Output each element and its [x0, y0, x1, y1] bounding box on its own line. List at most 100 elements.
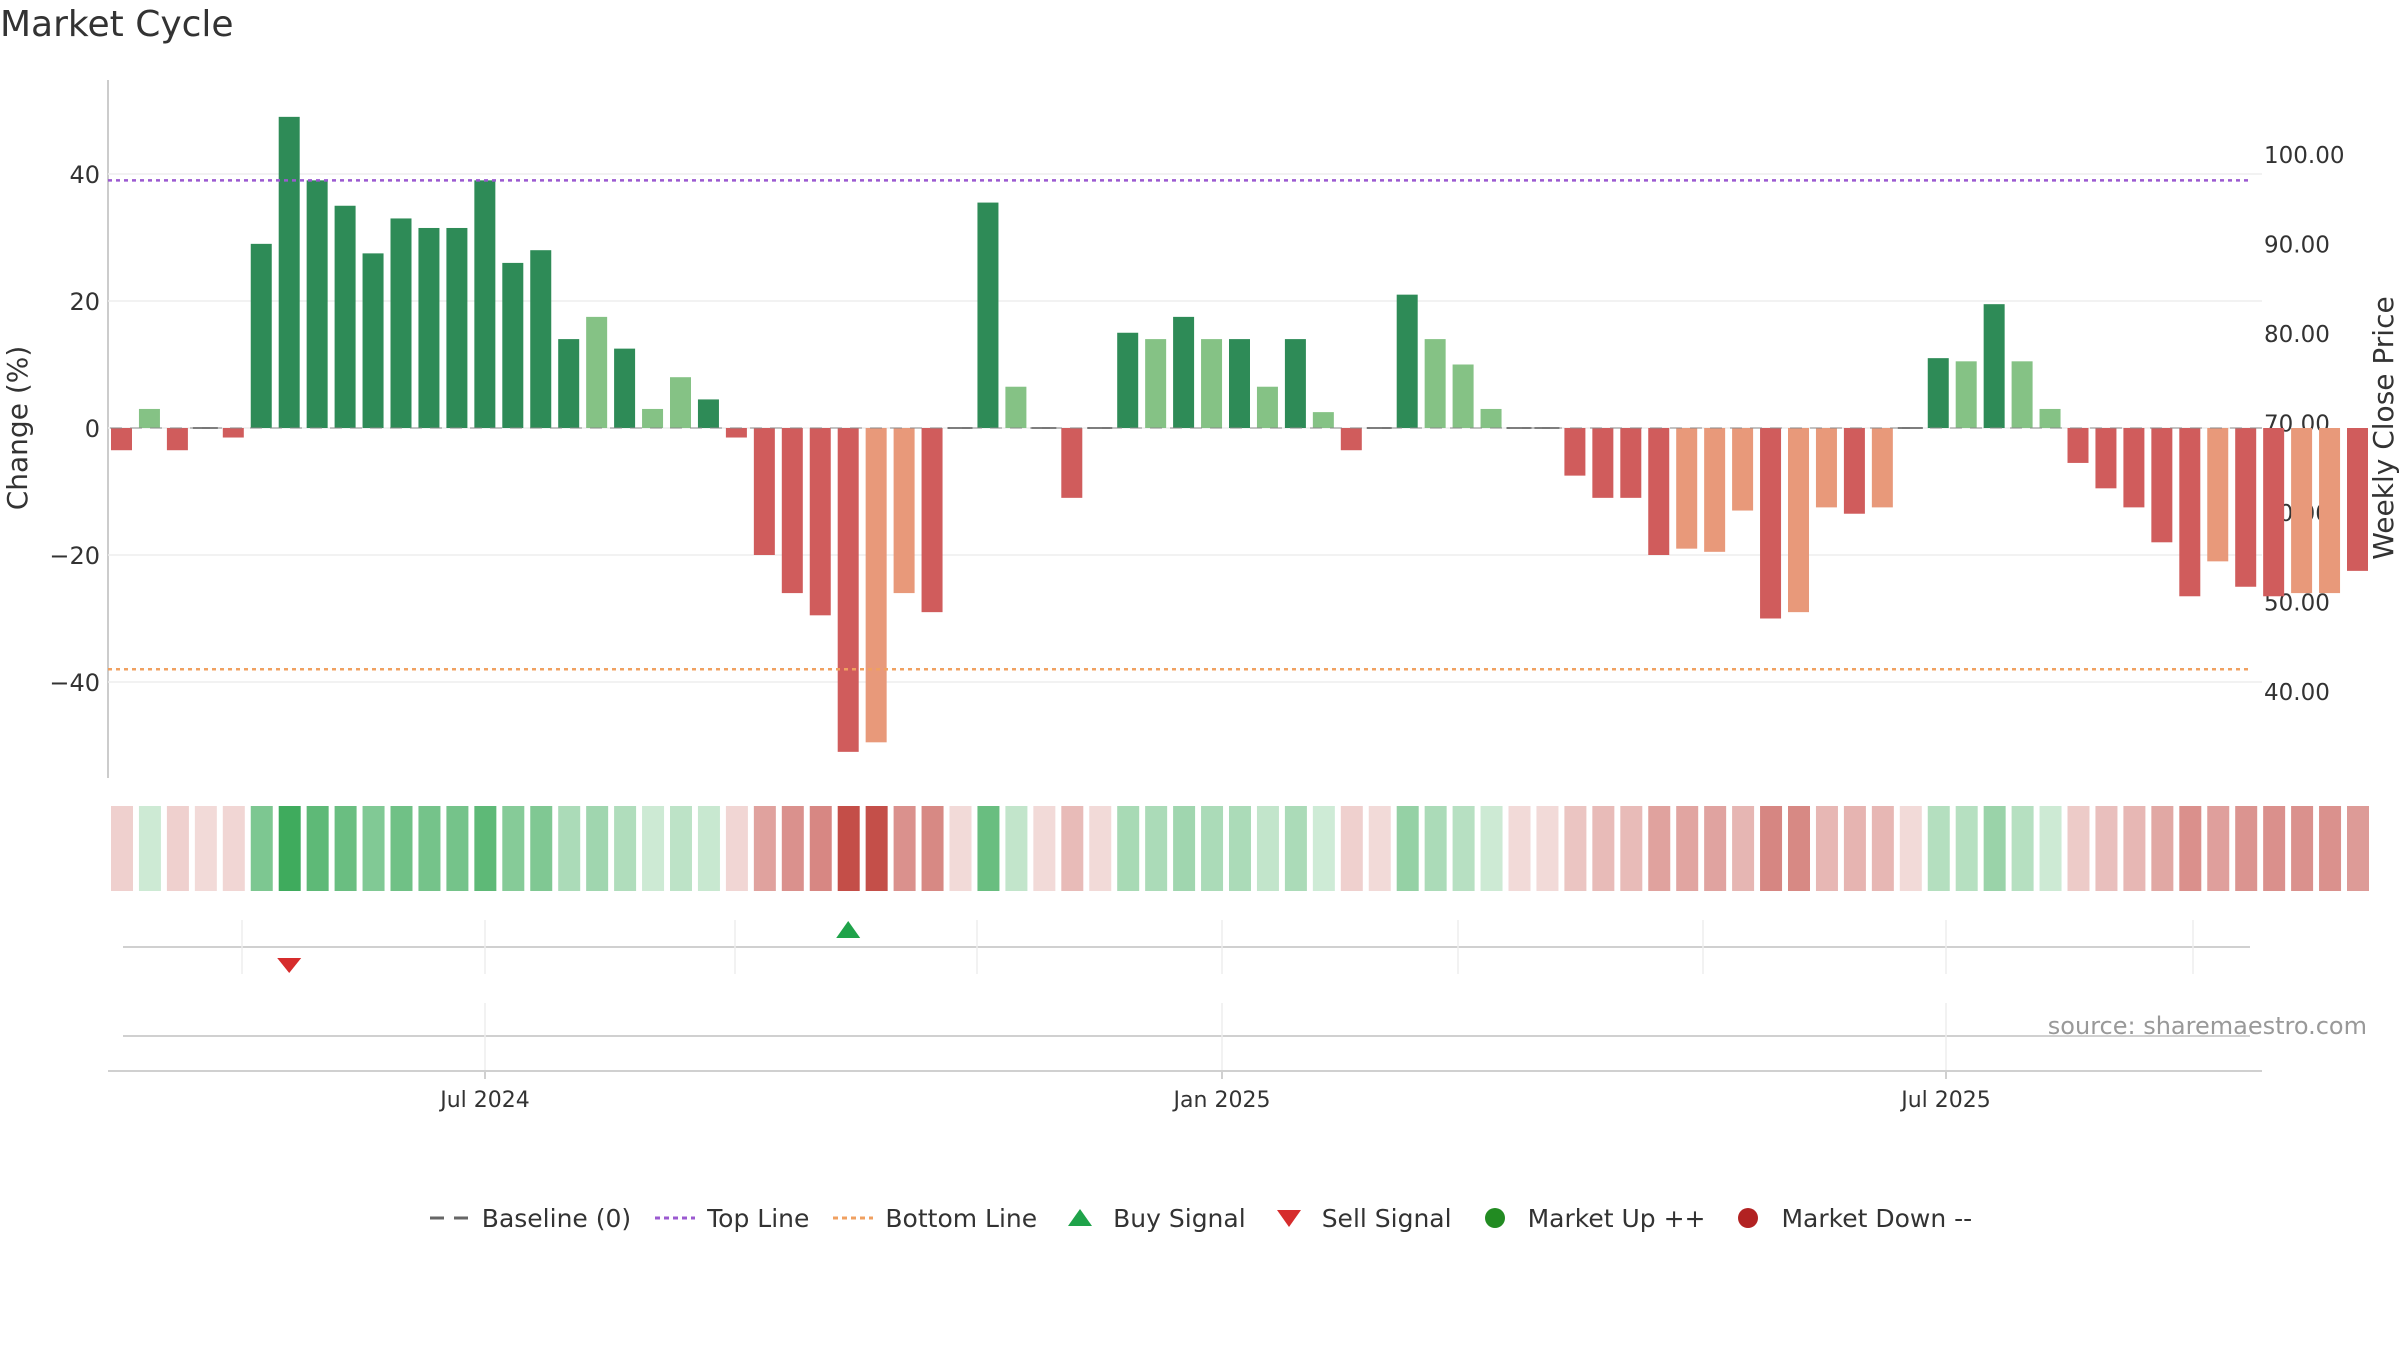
- heat-cell: [111, 806, 133, 891]
- bar: [1927, 358, 1949, 428]
- legend-item-baseline: Baseline (0): [428, 1204, 631, 1233]
- bar: [837, 428, 859, 752]
- heat-cell: [837, 806, 860, 891]
- legend-item-sell-signal: Sell Signal: [1268, 1204, 1452, 1233]
- heat-cell: [921, 806, 944, 891]
- heat-cell: [250, 806, 273, 891]
- heat-cell: [949, 806, 972, 891]
- bar: [865, 428, 887, 743]
- heat-cell: [1620, 806, 1643, 891]
- heat-cell: [1452, 806, 1475, 891]
- heat-cell: [1843, 806, 1866, 891]
- bar: [2263, 428, 2285, 597]
- bar: [614, 348, 636, 428]
- bar: [2151, 428, 2173, 543]
- bar: [977, 202, 999, 428]
- bar: [1480, 408, 1502, 428]
- bar: [418, 227, 440, 428]
- bar: [1145, 339, 1167, 428]
- legend-item-bottom-line: Bottom Line: [831, 1204, 1037, 1233]
- bar: [2207, 428, 2229, 562]
- heat-cell: [1815, 806, 1838, 891]
- legend-label: Market Down --: [1781, 1203, 1973, 1233]
- bar: [2039, 408, 2061, 428]
- heat-cell: [2235, 806, 2258, 891]
- red-circle-icon: [1738, 1208, 1759, 1228]
- heat-cell: [2207, 806, 2230, 891]
- bar: [1592, 428, 1614, 498]
- chart-legend: Baseline (0) Top Line Bottom Line Buy Si…: [0, 1198, 2400, 1238]
- bar: [222, 428, 244, 438]
- bar: [1564, 428, 1586, 476]
- heat-cell: [781, 806, 804, 891]
- y-axis-title-right: Weekly Close Price: [2367, 296, 2400, 559]
- heat-cell: [558, 806, 581, 891]
- heat-cell: [306, 806, 329, 891]
- bar: [2123, 428, 2145, 508]
- legend-label: Bottom Line: [885, 1203, 1038, 1233]
- heat-cell: [2067, 806, 2090, 891]
- heat-cell: [1788, 806, 1810, 891]
- heat-cell: [1340, 806, 1363, 891]
- heat-cell: [1033, 806, 1056, 891]
- heat-cell: [1256, 806, 1279, 891]
- heat-cell: [1508, 806, 1531, 891]
- bar: [1620, 428, 1642, 498]
- heat-cell: [2095, 806, 2118, 891]
- heat-cell: [1732, 806, 1755, 891]
- heat-cell: [2319, 806, 2342, 891]
- bar: [2067, 428, 2089, 463]
- legend-item-market-down: Market Down --: [1727, 1204, 1972, 1233]
- heat-cell: [1424, 806, 1447, 891]
- bar: [1256, 386, 1278, 428]
- bar: [586, 316, 608, 428]
- heat-cell: [2347, 806, 2369, 891]
- heat-cell: [725, 806, 748, 891]
- bar: [362, 253, 384, 428]
- bar: [558, 339, 580, 428]
- bar: [1061, 428, 1083, 498]
- y-tick-label-left: −20: [49, 542, 100, 570]
- y-tick-label-right: 90.00: [2264, 233, 2330, 259]
- bar: [306, 180, 328, 428]
- heat-cell: [2263, 806, 2286, 891]
- heat-cell: [1927, 806, 1950, 891]
- heat-cell: [1229, 806, 1251, 891]
- y-tick-label-right: 100.00: [2264, 143, 2344, 169]
- heat-cell: [893, 806, 916, 891]
- heat-cell: [418, 806, 441, 891]
- sell-signal-marker: [277, 958, 302, 973]
- legend-label: Baseline (0): [481, 1203, 632, 1233]
- bar: [2291, 428, 2313, 594]
- bar: [1704, 428, 1726, 552]
- heat-cell: [1061, 806, 1084, 891]
- bar: [2319, 428, 2341, 594]
- legend-label: Buy Signal: [1113, 1203, 1246, 1233]
- heat-cell: [1089, 806, 1112, 891]
- bar: [474, 180, 496, 428]
- heat-cell: [586, 806, 609, 891]
- x-tick-label: Jul 2024: [438, 1088, 530, 1113]
- x-tick-label: Jan 2025: [1172, 1088, 1271, 1113]
- legend-label: Top Line: [707, 1203, 810, 1233]
- bar: [2095, 428, 2117, 489]
- y-tick-label-right: 80.00: [2264, 322, 2330, 348]
- chart-title: Market Cycle: [0, 4, 234, 45]
- heat-cell: [1005, 806, 1028, 891]
- heat-cell: [670, 806, 692, 891]
- heat-cell: [1704, 806, 1727, 891]
- bar: [1871, 428, 1893, 508]
- heat-cell: [614, 806, 637, 891]
- bar: [278, 116, 300, 428]
- bar: [781, 428, 803, 594]
- heat-cell: [1760, 806, 1783, 891]
- y-tick-label-left: 0: [85, 415, 100, 443]
- legend-label: Market Up ++: [1527, 1203, 1706, 1233]
- green-circle-icon: [1484, 1208, 1505, 1228]
- green-triangle-up-icon: [1068, 1209, 1093, 1226]
- bar: [670, 377, 691, 428]
- bar: [2011, 361, 2033, 428]
- y-axis-title-left: Change (%): [1, 346, 34, 511]
- dashed-gray-line-icon: [429, 1216, 468, 1220]
- heat-cell: [362, 806, 385, 891]
